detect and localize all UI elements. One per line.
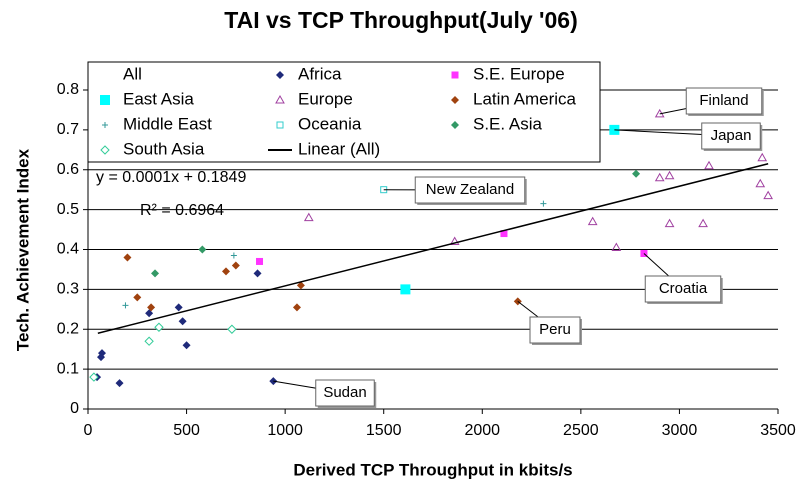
y-axis-label: Tech. Achievement Index bbox=[13, 148, 32, 351]
point bbox=[133, 293, 142, 302]
point bbox=[292, 303, 301, 312]
point bbox=[174, 303, 183, 312]
x-tick-label: 3500 bbox=[760, 422, 796, 439]
callout-box bbox=[529, 316, 581, 344]
point bbox=[451, 71, 459, 79]
point bbox=[100, 145, 110, 155]
x-tick-label: 1500 bbox=[366, 422, 402, 439]
point bbox=[230, 252, 237, 259]
point bbox=[296, 281, 305, 290]
y-tick-label: 0.5 bbox=[57, 201, 79, 218]
point bbox=[145, 309, 154, 318]
point bbox=[227, 324, 237, 334]
x-tick-label: 3000 bbox=[662, 422, 698, 439]
callout-label: Sudan bbox=[323, 384, 366, 401]
r-squared: R² = 0.6964 bbox=[140, 202, 224, 219]
callout-label: Finland bbox=[699, 92, 748, 109]
legend-label: Middle East bbox=[123, 114, 212, 133]
point bbox=[275, 94, 285, 104]
point bbox=[757, 152, 768, 162]
y-tick-label: 0.1 bbox=[57, 360, 79, 377]
point bbox=[198, 245, 207, 254]
point bbox=[276, 121, 284, 129]
y-tick-label: 0.2 bbox=[57, 320, 79, 337]
y-tick-label: 0.4 bbox=[57, 241, 79, 258]
point bbox=[276, 71, 284, 79]
point bbox=[123, 253, 132, 262]
point bbox=[303, 212, 314, 222]
callout-label: New Zealand bbox=[426, 181, 514, 198]
legend-label: S.E. Europe bbox=[473, 64, 565, 83]
point bbox=[182, 341, 191, 350]
point bbox=[449, 236, 460, 246]
legend-label: South Asia bbox=[123, 139, 205, 158]
point bbox=[144, 336, 154, 346]
point bbox=[664, 170, 675, 180]
callout-label: Croatia bbox=[659, 280, 708, 297]
callout-box bbox=[685, 87, 763, 115]
trend-line bbox=[97, 163, 769, 334]
y-tick-label: 0 bbox=[70, 400, 79, 417]
y-tick-label: 0.7 bbox=[57, 121, 79, 138]
y-tick-label: 0.8 bbox=[57, 81, 79, 98]
x-tick-label: 1000 bbox=[267, 422, 303, 439]
y-tick-label: 0.6 bbox=[57, 161, 79, 178]
point bbox=[97, 349, 106, 358]
legend-label: East Asia bbox=[123, 89, 194, 108]
point bbox=[654, 172, 665, 182]
point bbox=[231, 261, 240, 270]
point bbox=[632, 169, 641, 178]
point bbox=[451, 121, 459, 129]
x-tick-label: 500 bbox=[173, 422, 200, 439]
point bbox=[763, 190, 774, 200]
point bbox=[253, 269, 262, 278]
point bbox=[587, 216, 598, 226]
point bbox=[755, 178, 766, 188]
callout-box bbox=[701, 122, 761, 150]
legend: All Africa S.E. Europe East Asia Europe Latin… bbox=[87, 61, 601, 163]
point bbox=[664, 218, 675, 228]
legend-label: Latin America bbox=[473, 89, 577, 108]
x-axis-label: Derived TCP Throughput in kbits/s bbox=[293, 460, 572, 479]
callout-box bbox=[315, 379, 375, 407]
callout-label: Japan bbox=[711, 127, 752, 144]
point bbox=[451, 96, 459, 104]
callout-box bbox=[414, 176, 526, 204]
point bbox=[89, 372, 99, 382]
legend-label: All bbox=[123, 64, 142, 83]
legend-label: Oceania bbox=[298, 114, 362, 133]
point bbox=[500, 230, 508, 238]
y-tick-label: 0.3 bbox=[57, 281, 79, 298]
x-tick-label: 2500 bbox=[563, 422, 599, 439]
point bbox=[154, 322, 164, 332]
point bbox=[540, 200, 547, 207]
point bbox=[102, 122, 108, 128]
x-tick-label: 2000 bbox=[464, 422, 500, 439]
point bbox=[698, 218, 708, 228]
point bbox=[611, 242, 622, 252]
legend-box bbox=[87, 61, 601, 163]
point bbox=[115, 379, 124, 388]
point bbox=[122, 302, 129, 309]
x-tick-label: 0 bbox=[84, 422, 93, 439]
point bbox=[704, 160, 714, 170]
chart-title: TAI vs TCP Throughput(July '06) bbox=[224, 7, 577, 33]
point bbox=[151, 269, 160, 278]
legend-label: S.E. Asia bbox=[473, 114, 543, 133]
point bbox=[256, 257, 264, 265]
callout-label: Peru bbox=[539, 321, 571, 338]
legend-label: Africa bbox=[298, 64, 342, 83]
callout-box bbox=[644, 275, 722, 303]
point bbox=[640, 249, 648, 257]
point bbox=[178, 317, 187, 326]
point bbox=[100, 95, 110, 105]
point bbox=[147, 303, 156, 312]
equation: y = 0.0001x + 0.1849 bbox=[96, 169, 246, 186]
legend-label: Linear (All) bbox=[298, 139, 380, 158]
point bbox=[400, 284, 411, 295]
legend-label: Europe bbox=[298, 89, 353, 108]
point bbox=[222, 267, 230, 276]
